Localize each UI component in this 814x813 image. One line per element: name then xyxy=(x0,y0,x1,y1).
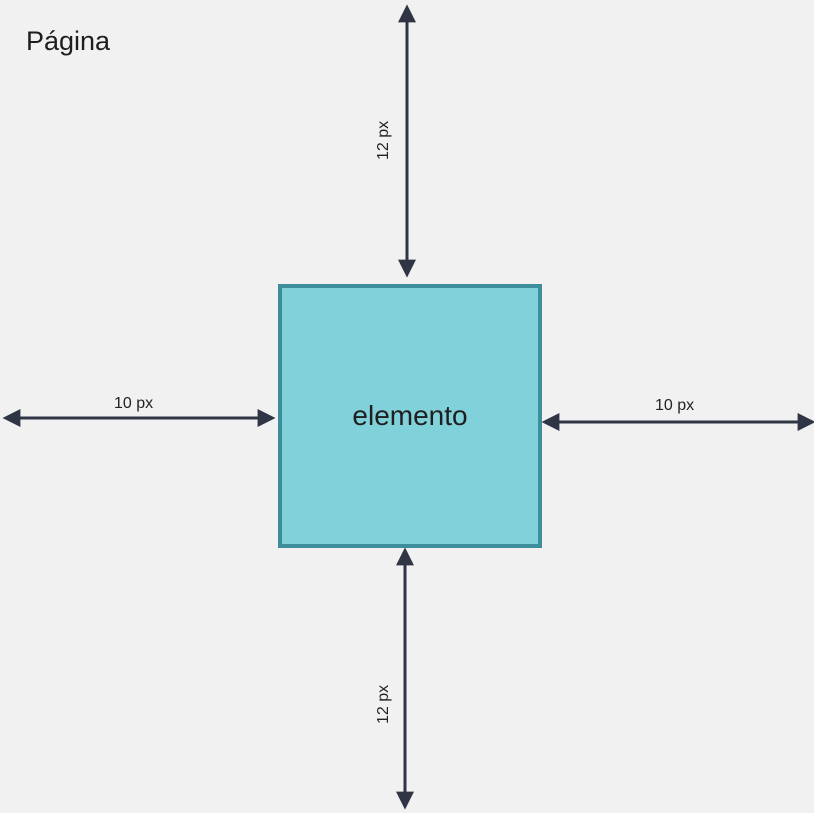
right-margin-label: 10 px xyxy=(655,397,695,414)
element-label: elemento xyxy=(352,400,468,431)
element-box: elemento xyxy=(278,284,542,548)
left-margin-label: 10 px xyxy=(114,395,154,412)
page-title: Página xyxy=(26,26,111,56)
bottom-margin-label: 12 px xyxy=(375,684,392,724)
top-margin-label: 12 px xyxy=(375,120,392,160)
